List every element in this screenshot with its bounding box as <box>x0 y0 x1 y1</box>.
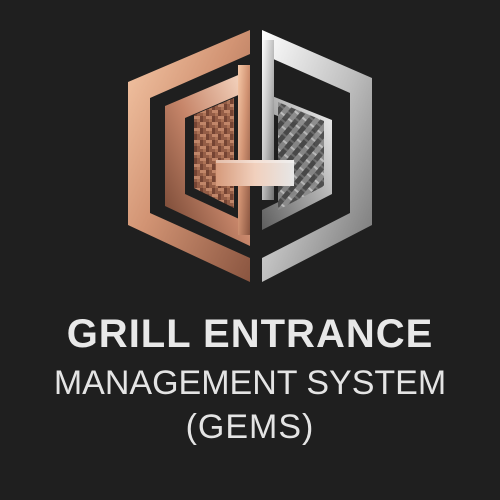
title-acronym: (GEMS) <box>185 408 315 446</box>
title-line-2: MANAGEMENT SYSTEM <box>53 364 447 402</box>
center-crossbar <box>216 160 294 186</box>
center-copper-stem <box>238 65 250 235</box>
silver-outer-frame <box>262 30 372 282</box>
copper-outer-frame <box>128 30 250 282</box>
copper-texture-panel <box>194 98 234 208</box>
gems-hexagon-logo-icon <box>128 30 372 282</box>
copper-inner-frame <box>165 70 250 246</box>
title-line-1: GRILL ENTRANCE <box>66 312 434 356</box>
